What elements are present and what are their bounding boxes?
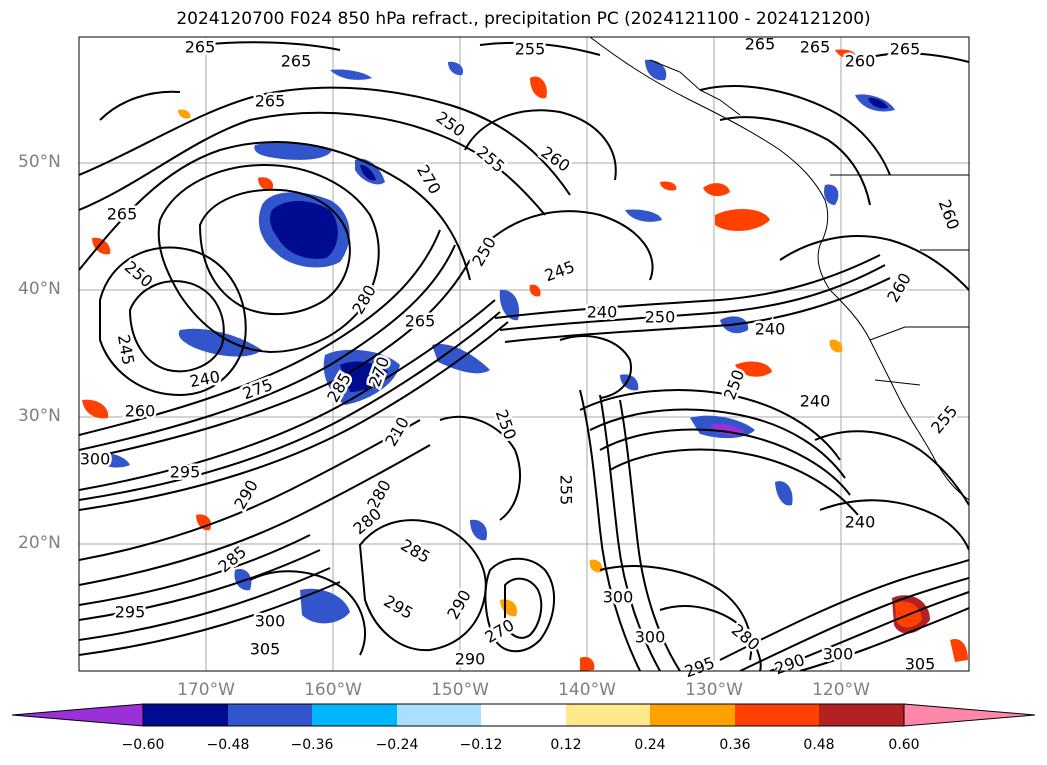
contour-label: 265 bbox=[745, 35, 776, 54]
contour-label-halo: 250 bbox=[645, 308, 676, 327]
contour-label: 265 bbox=[890, 40, 921, 59]
map-content bbox=[79, 37, 969, 671]
colorbar-segment bbox=[650, 704, 735, 726]
contour-label: 265 bbox=[185, 38, 216, 57]
contour-label-halo: 265 bbox=[405, 312, 436, 331]
contour-label: 260 bbox=[125, 402, 156, 421]
colorbar-tick-label: 0.48 bbox=[803, 737, 835, 753]
map-frame-bg bbox=[79, 37, 969, 671]
contour-label-halo: 295 bbox=[115, 603, 146, 622]
lat-label-20n: 20°N bbox=[18, 533, 61, 553]
contour-label-halo: 295 bbox=[170, 463, 201, 482]
colorbar-segment bbox=[819, 704, 904, 726]
colorbar-segment bbox=[228, 704, 312, 726]
colorbar-extend-max bbox=[903, 703, 1036, 727]
lon-label-150w: 150°W bbox=[431, 680, 489, 700]
colorbar-segment bbox=[397, 704, 481, 726]
contour-label: 240 bbox=[755, 320, 786, 339]
contour-label: 240 bbox=[800, 392, 831, 411]
contour-label-halo: 240 bbox=[845, 513, 876, 532]
lon-label-170w: 170°W bbox=[177, 680, 235, 700]
map-frame bbox=[78, 36, 970, 672]
contour-label-halo: 255 bbox=[557, 475, 576, 506]
contour-label-halo: 265 bbox=[800, 38, 831, 57]
contour-label: 240 bbox=[845, 513, 876, 532]
contour-label: 300 bbox=[603, 588, 634, 607]
contour-label-halo: 255 bbox=[515, 40, 546, 59]
colorbar-segment bbox=[481, 704, 566, 726]
graticule bbox=[79, 37, 969, 671]
contour-label: 260 bbox=[845, 52, 876, 71]
colorbar-tick-label: −0.12 bbox=[459, 737, 503, 753]
contour-label-halo: 260 bbox=[125, 402, 156, 421]
chart-title: 2024120700 F024 850 hPa refract., precip… bbox=[176, 9, 871, 29]
colorbar-tick-label: −0.48 bbox=[206, 737, 250, 753]
colorbar-extend-min bbox=[11, 703, 144, 727]
lat-label-40n: 40°N bbox=[18, 279, 61, 299]
lon-label-130w: 130°W bbox=[685, 680, 743, 700]
contour-label-halo: 265 bbox=[255, 92, 286, 111]
colorbar-tick-label: 0.12 bbox=[550, 737, 582, 753]
contour-label: 265 bbox=[405, 312, 436, 331]
colorbar-segment bbox=[566, 704, 650, 726]
contour-label: 300 bbox=[255, 612, 286, 631]
colorbar-segment bbox=[735, 704, 819, 726]
contour-label: 265 bbox=[800, 38, 831, 57]
contour-label-halo: 300 bbox=[603, 588, 634, 607]
contour-label: 290 bbox=[455, 650, 486, 669]
contour-label-halo: 265 bbox=[185, 38, 216, 57]
contour-label-halo: 265 bbox=[890, 40, 921, 59]
contour-label-halo: 300 bbox=[80, 450, 111, 469]
contour-label-halo: 240 bbox=[587, 303, 618, 322]
colorbar-segment bbox=[312, 704, 397, 726]
contour-label: 300 bbox=[823, 645, 854, 664]
lon-label-120w: 120°W bbox=[812, 680, 870, 700]
contour-label: 250 bbox=[645, 308, 676, 327]
colorbar bbox=[11, 703, 1036, 727]
colorbar-tick-label: 0.60 bbox=[888, 737, 920, 753]
lon-label-140w: 140°W bbox=[558, 680, 616, 700]
contour-label-halo: 300 bbox=[255, 612, 286, 631]
contour-label: 265 bbox=[281, 52, 312, 71]
contour-label: 265 bbox=[107, 205, 138, 224]
colorbar-tick-label: −0.60 bbox=[121, 737, 165, 753]
contour-label: 295 bbox=[170, 463, 201, 482]
lat-label-30n: 30°N bbox=[18, 406, 61, 426]
refractivity-contours bbox=[79, 41, 969, 671]
contour-label-halo: 265 bbox=[745, 35, 776, 54]
contour-label-halo: 240 bbox=[755, 320, 786, 339]
contour-label-halo: 240 bbox=[800, 392, 831, 411]
contour-label-halo: 290 bbox=[455, 650, 486, 669]
contour-label-halo: 265 bbox=[107, 205, 138, 224]
contour-label: 265 bbox=[255, 92, 286, 111]
contour-label-halo: 300 bbox=[635, 628, 666, 647]
contour-label: 240 bbox=[587, 303, 618, 322]
contour-label: 255 bbox=[557, 475, 576, 506]
contour-label: 300 bbox=[635, 628, 666, 647]
colorbar-tick-label: 0.24 bbox=[634, 737, 666, 753]
contour-label-halo: 260 bbox=[845, 52, 876, 71]
contour-label-halo: 265 bbox=[281, 52, 312, 71]
contour-label: 255 bbox=[515, 40, 546, 59]
contour-label: 305 bbox=[250, 640, 281, 659]
coastline bbox=[589, 37, 969, 501]
colorbar-tick-label: 0.36 bbox=[719, 737, 751, 753]
colorbar-tick-label: −0.24 bbox=[375, 737, 419, 753]
contour-label: 305 bbox=[905, 655, 936, 674]
contour-label-halo: 305 bbox=[905, 655, 936, 674]
colorbar-tick-label: −0.36 bbox=[290, 737, 334, 753]
contour-label-halo: 305 bbox=[250, 640, 281, 659]
colorbar-segment bbox=[143, 704, 228, 726]
contour-label: 300 bbox=[80, 450, 111, 469]
contour-label-halo: 300 bbox=[823, 645, 854, 664]
lat-label-50n: 50°N bbox=[18, 152, 61, 172]
lon-label-160w: 160°W bbox=[304, 680, 362, 700]
contour-label: 295 bbox=[115, 603, 146, 622]
colorbar-border bbox=[142, 703, 905, 727]
